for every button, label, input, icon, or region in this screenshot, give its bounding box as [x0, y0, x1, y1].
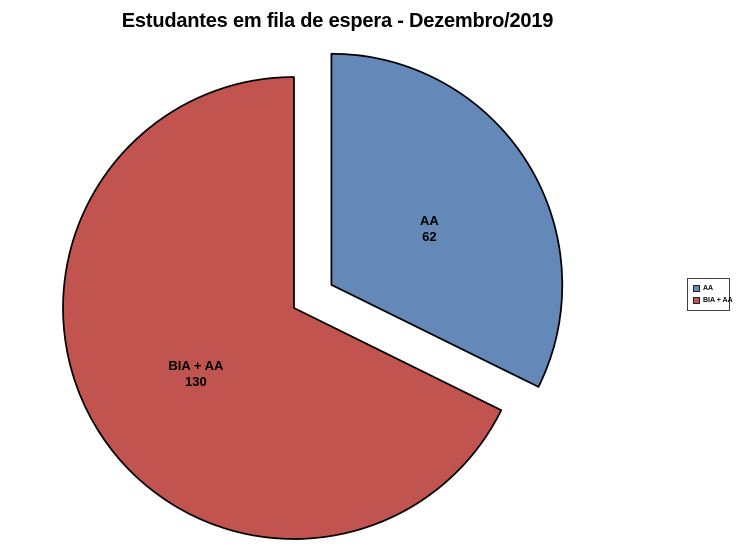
slice-label-bia-aa: BIA + AA [168, 358, 224, 373]
pie-slice-bia-aa [62, 76, 503, 540]
legend-item: BIA + AA [693, 297, 733, 304]
chart-title: Estudantes em fila de espera - Dezembro/… [121, 10, 554, 32]
pie-slice-aa [330, 52, 564, 388]
legend-swatch-aa [693, 285, 700, 292]
legend-label: AA [703, 285, 714, 292]
slice-value-aa: 62 [422, 229, 436, 244]
legend-swatch-bia-aa [693, 297, 700, 304]
legend-item: AA [693, 285, 729, 292]
slice-value-bia-aa: 130 [185, 374, 207, 389]
legend: AA BIA + AA [687, 278, 733, 311]
slice-label-aa: AA [420, 213, 439, 228]
legend-label: BIA + AA [703, 297, 733, 304]
